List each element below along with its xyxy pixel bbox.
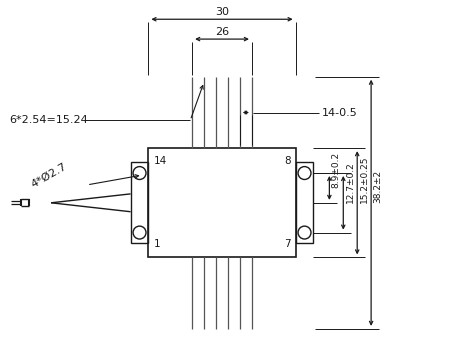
Text: 8.9±0.2: 8.9±0.2 — [332, 152, 341, 188]
Text: 26: 26 — [215, 27, 229, 37]
Text: 4*Ø2.7: 4*Ø2.7 — [29, 161, 68, 189]
Text: 15.2±0.25: 15.2±0.25 — [359, 155, 369, 203]
Circle shape — [298, 166, 311, 180]
Circle shape — [133, 226, 146, 239]
Text: 7: 7 — [284, 239, 291, 250]
Text: 12.7±0.2: 12.7±0.2 — [346, 161, 355, 203]
Text: 38.2±2: 38.2±2 — [374, 170, 383, 203]
Circle shape — [298, 226, 311, 239]
Bar — [148, 148, 296, 257]
Circle shape — [133, 166, 146, 180]
Text: 14-0.5: 14-0.5 — [321, 108, 357, 118]
Text: 14: 14 — [153, 156, 167, 166]
Text: 8: 8 — [284, 156, 291, 166]
Bar — [296, 162, 313, 244]
Text: 6*2.54=15.24: 6*2.54=15.24 — [10, 115, 88, 125]
Bar — [131, 162, 148, 244]
Text: 1: 1 — [153, 239, 160, 250]
Text: 30: 30 — [215, 7, 229, 17]
